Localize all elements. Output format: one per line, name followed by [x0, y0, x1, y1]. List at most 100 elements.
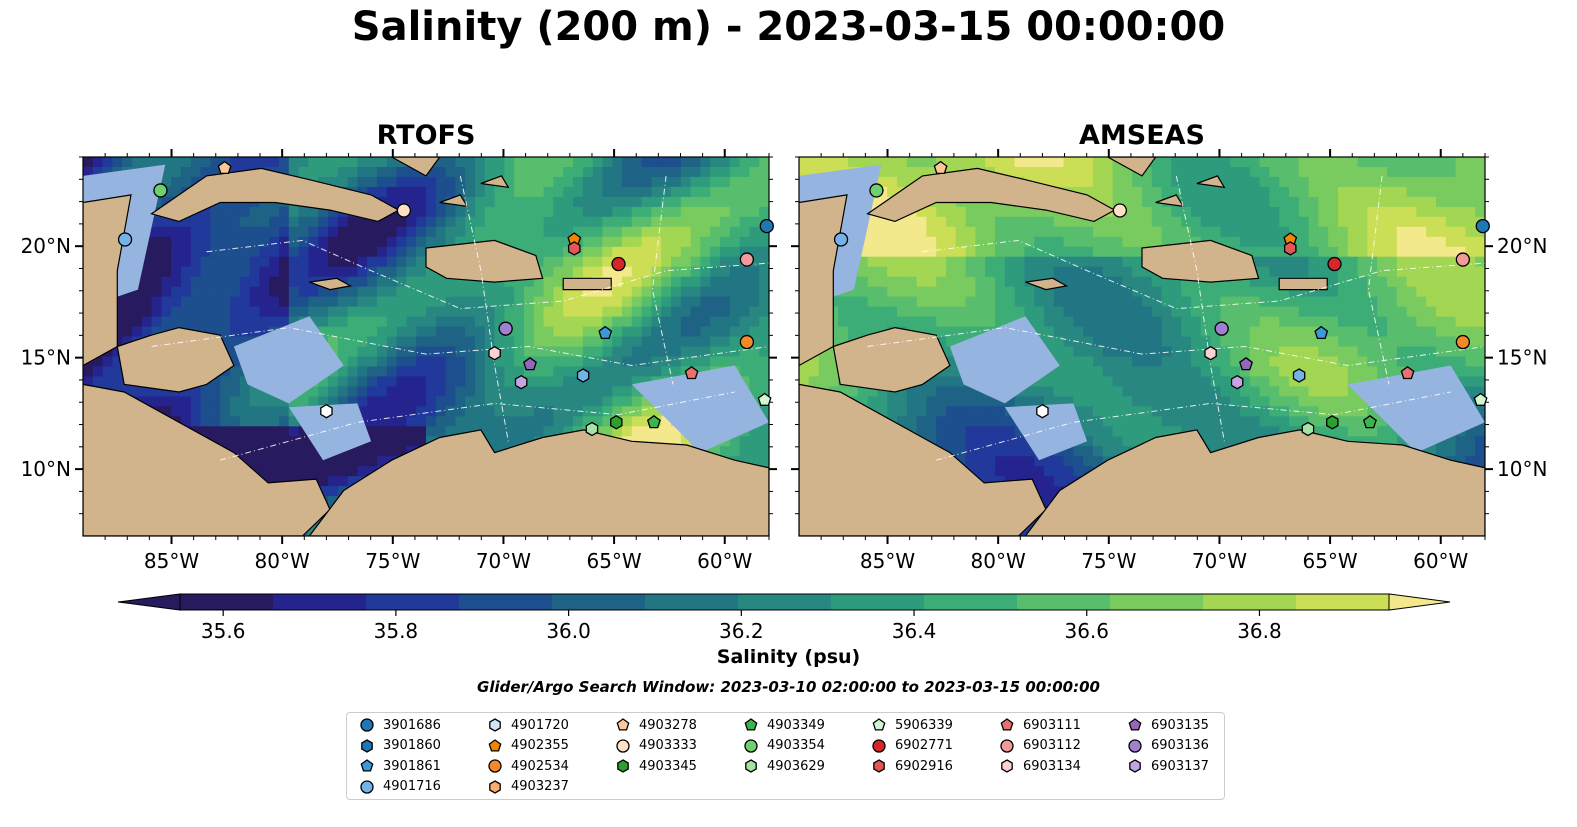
lon-tick-label: 60°W: [697, 549, 752, 573]
circle-marker-icon: [360, 718, 374, 732]
lon-tick-label: 65°W: [1302, 549, 1357, 573]
pentagon-marker-icon: [872, 718, 886, 731]
legend-item-4901720: 4901720: [487, 717, 569, 733]
legend-label: 4903333: [639, 738, 697, 753]
pentagon-marker-icon: [1128, 718, 1142, 731]
platform-marker-4902534: [739, 334, 755, 350]
legend-item-6903112: 6903112: [999, 738, 1081, 754]
legend-item-6902771: 6902771: [871, 738, 953, 754]
platform-marker-6903111: [1400, 366, 1415, 380]
legend-label: 3901860: [383, 738, 441, 753]
legend-label: 4902355: [511, 738, 569, 753]
platform-marker: [1036, 403, 1049, 419]
lat-tick-label: 10°N: [1497, 457, 1547, 481]
pentagon-marker-icon: [744, 718, 758, 731]
platform-marker-4903278: [217, 160, 232, 175]
circle-marker-icon: [1000, 738, 1014, 753]
circle-marker-icon: [360, 779, 374, 794]
legend-item-5906339: 5906339: [871, 717, 953, 733]
legend-label: 4901720: [511, 717, 569, 733]
platform-marker-4903345: [1326, 415, 1339, 430]
lon-tick-label: 75°W: [365, 549, 420, 573]
platform-marker-6902916: [567, 241, 581, 256]
hexagon-marker-icon: [361, 738, 373, 753]
legend-label: 3901861: [383, 758, 441, 774]
legend-marker-4901720: [489, 718, 501, 732]
legend-label: 5906339: [895, 717, 953, 733]
platform-marker-6902916: [1283, 241, 1297, 256]
platform-marker-6903134: [488, 345, 501, 361]
legend-label: 6903111: [1023, 717, 1081, 733]
colorbar-tick-label: 36.8: [1237, 619, 1282, 643]
rtofs-panel-title: RTOFS: [376, 120, 476, 151]
legend-label: 6903137: [1151, 758, 1209, 774]
legend-item-6903134: 6903134: [999, 758, 1081, 774]
pentagon-marker-icon: [1000, 718, 1014, 731]
hexagon-marker-icon: [1001, 759, 1013, 773]
platform-marker-6903137: [1230, 374, 1244, 390]
platform-marker-6903136: [1214, 321, 1229, 336]
legend-label: 3901686: [383, 717, 441, 733]
platform-marker-4903349: [646, 414, 661, 429]
lon-tick-label: 70°W: [1192, 549, 1247, 573]
legend-label: 4903278: [639, 717, 697, 733]
legend-item-6903137: 6903137: [1127, 758, 1209, 774]
legend-marker-6903112: [1000, 738, 1014, 753]
legend-item-4902534: 4902534: [487, 758, 569, 774]
legend-label: 4903349: [767, 717, 825, 733]
legend-label: 6903136: [1151, 738, 1209, 753]
platform-marker-4901716: [117, 232, 133, 247]
pentagon-marker-icon: [488, 738, 502, 752]
hexagon-marker-icon: [489, 718, 501, 732]
platform-marker-6902771: [1327, 256, 1342, 272]
platform-marker-6903111: [684, 366, 699, 380]
legend-item-4902355: 4902355: [487, 738, 569, 754]
platform-marker-3901686: [759, 218, 774, 234]
legend-label: 4903629: [767, 758, 825, 774]
legend-marker-6902771: [872, 738, 886, 753]
colorbar-tick-label: 35.6: [201, 619, 246, 643]
legend-marker-4901716: [360, 779, 374, 794]
legend-item-4903237: 4903237: [487, 779, 569, 795]
colorbar-tick-label: 36.2: [719, 619, 764, 643]
legend-label: 4901716: [383, 779, 441, 794]
legend-label: 4903345: [639, 758, 697, 774]
platform-marker-4903354: [153, 183, 168, 198]
legend-label: 6902771: [895, 738, 953, 753]
lon-tick-label: 80°W: [255, 549, 310, 573]
legend-marker-4903629: [745, 759, 757, 773]
pentagon-marker-icon: [616, 718, 630, 731]
lon-tick-label: 75°W: [1081, 549, 1136, 573]
legend-marker-4903349: [744, 718, 758, 731]
colorbar-tick-label: 35.8: [374, 619, 419, 643]
amseas-panel-title: AMSEAS: [1079, 120, 1205, 151]
legend-label: 6903134: [1023, 758, 1081, 774]
platform-marker-4903354: [869, 183, 884, 198]
lon-tick-label: 85°W: [144, 549, 199, 573]
legend-marker-3901861: [360, 759, 374, 772]
platform-marker-3901861: [598, 325, 613, 340]
legend-item-4903354: 4903354: [743, 738, 825, 754]
legend-item-6903135: 6903135: [1127, 717, 1209, 733]
lon-tick-label: 70°W: [476, 549, 531, 573]
legend-item-4903333: 4903333: [615, 738, 697, 754]
rtofs-map: 85°W 80°W 75°W 70°W 65°W 60°W 10°N 15°N 20°N: [21, 149, 777, 573]
circle-marker-icon: [744, 738, 758, 753]
lon-tick-label: 85°W: [860, 549, 915, 573]
platform-marker-4901716: [833, 232, 849, 247]
hexagon-marker-icon: [617, 759, 629, 773]
platform-marker-6903135: [1239, 356, 1253, 371]
legend-marker-3901686: [360, 718, 374, 732]
lat-tick-label: 20°N: [1497, 234, 1547, 258]
lat-tick-label: 15°N: [21, 346, 71, 370]
legend-item-6903136: 6903136: [1127, 738, 1209, 754]
legend-marker-4902534: [488, 759, 502, 773]
legend-label: 6903112: [1023, 738, 1081, 753]
hexagon-marker-icon: [873, 759, 885, 773]
platform-marker-6902771: [611, 256, 626, 272]
platform-marker-4903278: [933, 160, 948, 175]
legend-marker-6903137: [1129, 759, 1141, 773]
lat-tick-label: 10°N: [21, 457, 71, 481]
legend-item-3901861: 3901861: [359, 758, 441, 774]
